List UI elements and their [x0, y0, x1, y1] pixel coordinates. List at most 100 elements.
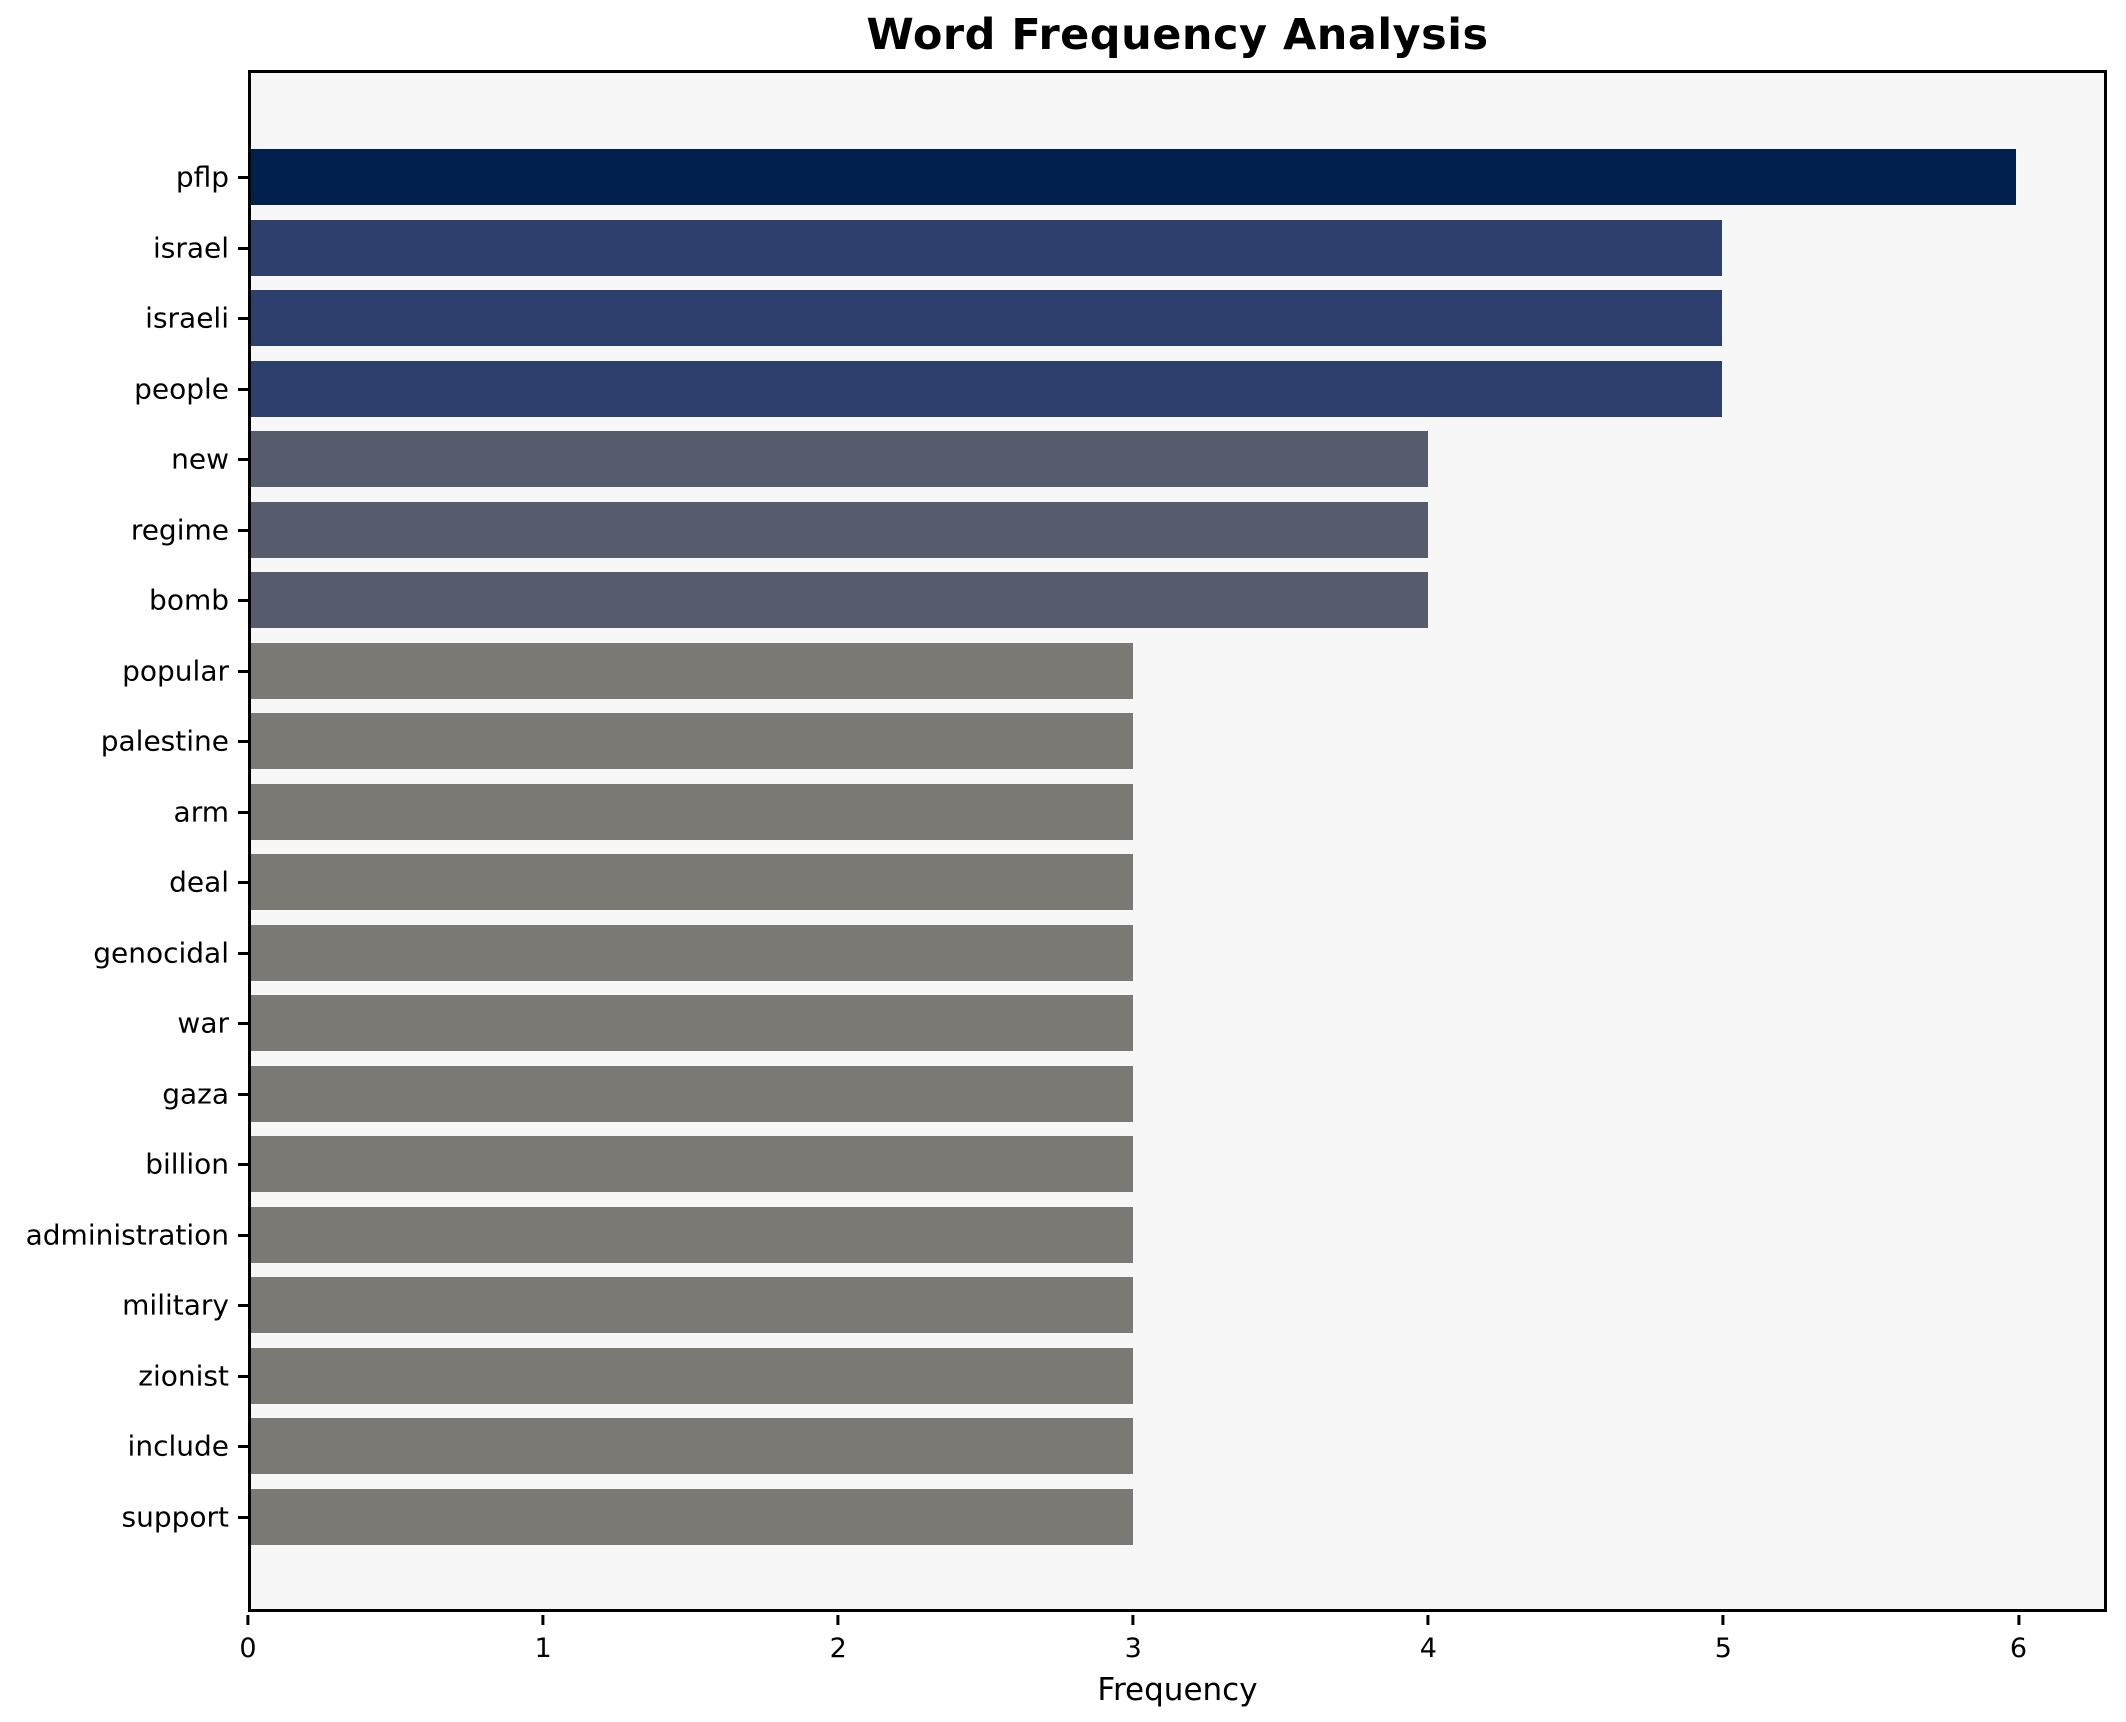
x-tick-label: 5	[1714, 1633, 1732, 1664]
bar-row: genocidal	[93, 924, 2104, 981]
bar-row: israel	[153, 219, 2104, 276]
x-tick: 0	[239, 1615, 257, 1664]
bar	[251, 1418, 1134, 1475]
category-label: administration	[25, 1218, 229, 1252]
category-label: palestine	[100, 724, 229, 758]
x-tick-label: 6	[2009, 1633, 2028, 1664]
bar-row: bomb	[149, 572, 2104, 629]
bar-row: administration	[26, 1206, 2104, 1263]
category-label: genocidal	[93, 936, 229, 970]
category-label: israel	[152, 231, 229, 265]
x-axis-label: Frequency	[1097, 1672, 1258, 1708]
bar	[251, 783, 1134, 840]
y-tick-mark	[238, 1233, 248, 1237]
bar	[251, 854, 1134, 911]
category-label: military	[122, 1288, 229, 1322]
x-tick-label: 0	[239, 1633, 257, 1664]
category-label: war	[177, 1006, 229, 1040]
bar	[251, 642, 1134, 699]
bar	[251, 431, 1428, 488]
category-label: new	[171, 442, 229, 476]
y-tick-mark	[238, 1092, 248, 1096]
bar	[251, 572, 1428, 629]
x-tick-mark	[1426, 1615, 1430, 1625]
category-label: popular	[122, 654, 229, 688]
chart-title: Word Frequency Analysis	[866, 10, 1489, 60]
category-label: deal	[169, 865, 229, 899]
x-tick: 3	[1125, 1615, 1142, 1664]
x-axis: 0 1 2 3 4 5 6	[239, 1615, 2107, 1685]
bar	[251, 713, 1134, 770]
y-tick-mark	[238, 1515, 248, 1519]
y-tick-mark	[238, 669, 248, 673]
x-tick: 5	[1715, 1615, 1732, 1664]
bar	[251, 290, 1722, 347]
y-tick-mark	[238, 881, 248, 885]
bar-row: people	[134, 360, 2104, 417]
y-tick-mark	[238, 528, 248, 532]
category-label: billion	[145, 1147, 229, 1181]
x-tick-mark	[246, 1615, 250, 1625]
x-tick-label: 4	[1419, 1633, 1437, 1664]
y-tick-mark	[238, 387, 248, 391]
y-tick-mark	[238, 1374, 248, 1378]
category-label: zionist	[138, 1359, 229, 1393]
x-tick-mark	[1131, 1615, 1135, 1625]
plot-area: pflp israel israeli people new regime bomb popu…	[26, 70, 2107, 1612]
bar	[251, 219, 1722, 276]
bar-row: support	[121, 1488, 2104, 1545]
bar-row: war	[177, 995, 2104, 1052]
y-tick-mark	[238, 458, 248, 462]
y-tick-mark	[238, 246, 248, 250]
category-label: bomb	[149, 583, 229, 617]
bar-row: regime	[131, 501, 2104, 558]
x-tick: 2	[830, 1615, 847, 1664]
y-tick-mark	[238, 599, 248, 603]
bar-row: popular	[122, 642, 2104, 699]
category-label: gaza	[162, 1077, 229, 1111]
bar	[251, 1347, 1134, 1404]
bar-row: deal	[169, 854, 2104, 911]
x-tick: 6	[2010, 1615, 2027, 1664]
bar-row: gaza	[162, 1065, 2104, 1122]
bar	[251, 501, 1428, 558]
y-tick-mark	[238, 176, 248, 180]
category-label: support	[121, 1500, 229, 1534]
category-label: israeli	[145, 301, 229, 335]
y-tick-mark	[238, 1022, 248, 1026]
y-tick-mark	[238, 317, 248, 321]
bar	[251, 924, 1134, 981]
y-tick-mark	[238, 1163, 248, 1167]
bar	[251, 1277, 1134, 1334]
bar-row: include	[128, 1418, 2104, 1475]
bar-row: zionist	[138, 1347, 2104, 1404]
bar-row: palestine	[101, 713, 2104, 770]
bar-row: israeli	[145, 290, 2104, 347]
bar	[251, 1488, 1134, 1545]
x-tick-label: 2	[829, 1633, 847, 1664]
bar	[251, 149, 2016, 206]
category-label: pflp	[175, 160, 229, 194]
bar-row: military	[122, 1277, 2104, 1334]
category-label: regime	[130, 513, 229, 547]
bar	[251, 1136, 1134, 1193]
bar-row: billion	[145, 1136, 2104, 1193]
bar	[251, 360, 1722, 417]
x-tick: 1	[534, 1615, 552, 1664]
x-tick-mark	[1721, 1615, 1725, 1625]
y-tick-mark	[238, 740, 248, 744]
x-tick-label: 3	[1124, 1633, 1142, 1664]
bar	[251, 995, 1134, 1052]
y-tick-mark	[238, 951, 248, 955]
bar-row: new	[171, 431, 2104, 488]
x-tick-label: 1	[534, 1633, 552, 1664]
y-tick-mark	[238, 1304, 248, 1308]
x-tick: 4	[1420, 1615, 1437, 1664]
bar-row: pflp	[176, 149, 2104, 206]
category-label: include	[127, 1429, 229, 1463]
y-tick-mark	[238, 810, 248, 814]
x-tick-mark	[2016, 1615, 2020, 1625]
category-label: arm	[173, 795, 229, 829]
y-tick-mark	[238, 1445, 248, 1449]
